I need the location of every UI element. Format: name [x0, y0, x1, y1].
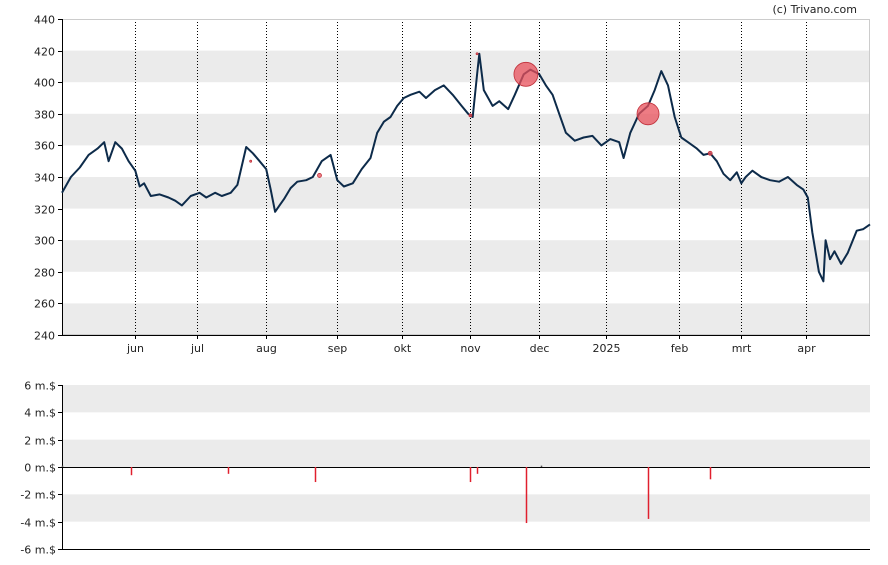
x-tick-label: dec: [530, 342, 550, 355]
price-chart-panel: 440 420 400 380 360 340 320 300 280 260 240 jun jul…: [34, 14, 871, 355]
y-tick-label: 440: [34, 14, 55, 27]
y-tick-label: 2 m.$: [24, 435, 56, 448]
x-tick-label: feb: [671, 342, 689, 355]
trade-bubble: [707, 150, 713, 156]
volume-bars: [61, 465, 712, 524]
x-tick-label: aug: [256, 342, 277, 355]
x-tick-label: jul: [190, 342, 204, 355]
volume-band: [62, 439, 870, 467]
y-tick-label: -4 m.$: [20, 517, 56, 530]
y-tick-label: -2 m.$: [20, 489, 56, 502]
trade-bubble: [249, 159, 253, 163]
y-tick-label: 6 m.$: [24, 380, 56, 393]
trade-bubble: [317, 173, 322, 178]
y-tick-label: 280: [34, 267, 55, 280]
price-line: [61, 52, 871, 283]
x-tick-label: mrt: [732, 342, 752, 355]
trade-bubble: [468, 113, 473, 118]
volume-band: [62, 385, 870, 413]
price-band: [62, 240, 870, 272]
copyright-label: (c) Trivano.com: [772, 3, 857, 16]
y-tick-label: 380: [34, 109, 55, 122]
price-band: [62, 113, 870, 146]
price-band: [62, 50, 870, 83]
x-tick-label: jun: [126, 342, 144, 355]
y-tick-label: 300: [34, 235, 55, 248]
y-tick-label: 240: [34, 330, 55, 343]
price-series: [61, 52, 871, 283]
price-axes: [58, 19, 870, 336]
volume-axes: [58, 385, 870, 550]
y-tick-label: 4 m.$: [24, 407, 56, 420]
volume-band: [62, 494, 870, 522]
y-tick-label: 0 m.$: [24, 462, 56, 475]
price-band: [62, 303, 870, 335]
volume-chart-panel: 6 m.$ 4 m.$ 2 m.$ 0 m.$ -2 m.$ -4 m.$ -6 m.$: [20, 380, 870, 557]
y-tick-label: 360: [34, 140, 55, 153]
volume-background-bands: [62, 385, 870, 522]
y-tick-label: 420: [34, 46, 55, 59]
volume-y-tick-labels: 6 m.$ 4 m.$ 2 m.$ 0 m.$ -2 m.$ -4 m.$ -6 m.$: [20, 380, 56, 557]
x-tick-label: okt: [394, 342, 412, 355]
x-tick-label: nov: [460, 342, 481, 355]
y-tick-label: -6 m.$: [20, 544, 56, 557]
y-tick-label: 340: [34, 172, 55, 185]
price-y-tick-labels: 440 420 400 380 360 340 320 300 280 260 240: [34, 14, 55, 343]
y-tick-label: 320: [34, 204, 55, 217]
trade-bubble: [636, 102, 660, 126]
price-background-bands: [62, 50, 870, 335]
price-bubbles: [249, 52, 713, 178]
x-tick-label: sep: [328, 342, 347, 355]
trade-bubble: [475, 52, 479, 56]
trade-bubble: [513, 61, 539, 87]
x-tick-label: apr: [797, 342, 816, 355]
x-tick-label: 2025: [593, 342, 621, 355]
y-tick-label: 260: [34, 298, 55, 311]
price-x-tick-labels: jun jul aug sep okt nov dec 2025 feb mrt apr: [126, 342, 816, 355]
y-tick-label: 400: [34, 77, 55, 90]
